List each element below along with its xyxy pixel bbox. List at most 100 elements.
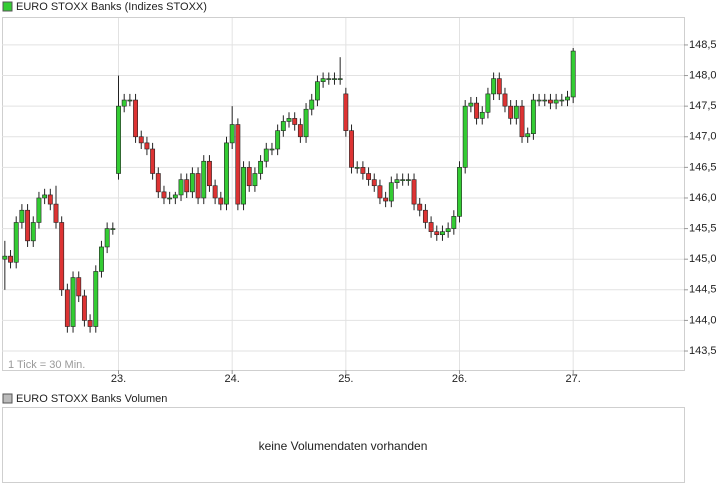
candle-body [167, 197, 173, 200]
candle-body [8, 255, 13, 263]
candle-body [252, 173, 258, 187]
candle-body [150, 148, 156, 174]
candle-body [491, 78, 497, 95]
y-tick-label: 147,0 [689, 131, 717, 143]
y-tick-label: 144,5 [689, 284, 717, 296]
candle-body [326, 78, 332, 80]
candle-body [354, 167, 360, 169]
candle-body [519, 105, 525, 138]
candle-body [172, 194, 178, 199]
candle-body [212, 185, 218, 199]
candle-body [110, 228, 116, 230]
candle-body [224, 142, 229, 205]
candle-body [269, 148, 275, 151]
y-tick-label: 145,5 [689, 222, 717, 234]
candle-body [320, 78, 326, 82]
y-tick-label: 147,5 [689, 100, 717, 112]
x-tick-label: 26. [452, 373, 467, 385]
candle-body [553, 99, 559, 104]
candle-body [286, 118, 292, 122]
candle-body [548, 99, 553, 104]
candle-body [292, 118, 298, 125]
candle-body [565, 96, 570, 101]
candle-body [30, 222, 36, 242]
candle-body [229, 124, 235, 144]
candle-body [104, 228, 110, 248]
candle-body [99, 246, 104, 272]
candle-body [525, 133, 531, 138]
candle-body [440, 231, 445, 236]
candle-body [508, 105, 514, 119]
candle-body [280, 121, 286, 131]
y-tick-label: 144,0 [689, 314, 717, 326]
candle-body [59, 222, 65, 291]
candle-body [195, 173, 201, 199]
plot-frame [2, 17, 685, 371]
candle-body [542, 99, 548, 102]
candle-body [144, 142, 150, 150]
candle-body [360, 167, 366, 174]
candle-body [297, 124, 303, 138]
candle-body [513, 105, 519, 119]
candle-body [462, 105, 468, 168]
candle-body [536, 99, 542, 102]
candle-body [559, 99, 565, 102]
candle-body [422, 209, 428, 223]
candle-body [383, 197, 389, 202]
candle-body [400, 179, 406, 181]
candle-body [263, 148, 269, 162]
y-tick-label: 145,0 [689, 253, 717, 265]
candle-body [25, 209, 31, 242]
candle-body [349, 130, 354, 168]
candle-body [417, 203, 423, 211]
candle-body [121, 99, 127, 107]
legend-swatch [2, 393, 13, 404]
candle-body [445, 228, 451, 232]
x-tick-label: 25. [338, 373, 353, 385]
candle-body [366, 173, 372, 180]
candle-body [241, 167, 246, 205]
candle-body [388, 182, 394, 202]
candle-body [468, 102, 474, 107]
candle-body [189, 173, 195, 193]
candle-body [303, 108, 309, 138]
candle-body [377, 185, 383, 199]
candle-body [405, 179, 411, 181]
y-tick-label: 146,0 [689, 192, 717, 204]
candle-body [457, 167, 462, 217]
candle-body [155, 173, 161, 193]
candle-body [394, 179, 400, 183]
candle-body [87, 320, 93, 327]
candle-body [116, 105, 121, 174]
y-tick-label: 146,5 [689, 161, 717, 173]
candle-body [76, 277, 82, 297]
candle-body [343, 93, 349, 131]
legend-swatch [2, 1, 13, 12]
candle-body [13, 222, 19, 263]
volume-frame [2, 407, 685, 483]
candle-body [314, 81, 320, 101]
candle-body [201, 160, 207, 199]
candle-body [184, 179, 190, 193]
candle-body [127, 99, 133, 102]
y-tick-label: 143,5 [689, 345, 717, 357]
candle-body [42, 194, 48, 199]
y-tick-label: 148,5 [689, 39, 717, 51]
chart-title: EURO STOXX Banks (Indizes STOXX) [16, 1, 207, 13]
candle-body [81, 295, 87, 321]
candle-body [474, 102, 479, 119]
x-tick-label: 24. [225, 373, 240, 385]
candle-body [138, 136, 144, 144]
candle-body [570, 50, 576, 98]
candle-body [479, 111, 485, 119]
candle-body [485, 93, 491, 113]
volume-message: keine Volumendaten vorhanden [259, 439, 428, 453]
x-tick-label: 23. [111, 373, 126, 385]
candle-body [411, 179, 417, 205]
candle-body [19, 209, 25, 223]
candle-body [502, 93, 508, 107]
candle-body [93, 271, 99, 327]
candle-body [496, 78, 502, 95]
candle-body [70, 277, 76, 327]
